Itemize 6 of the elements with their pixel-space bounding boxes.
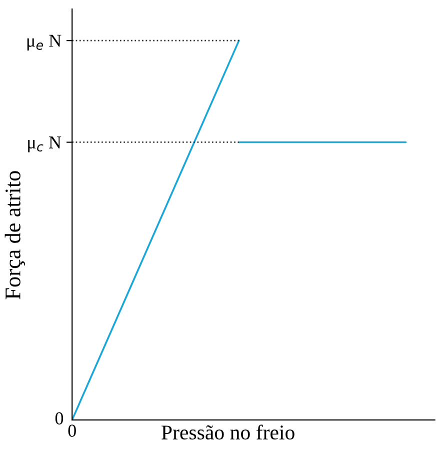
x-axis-title: Pressão no freio (162, 424, 294, 440)
text: 0 (55, 412, 64, 424)
ref-line-label: μ$_{e}$ N (27, 34, 62, 51)
y-axis-title: Força de atrito (4, 171, 25, 300)
text: 0 (68, 424, 76, 437)
ref-line-label: μ$_{c}$ N (28, 136, 62, 152)
